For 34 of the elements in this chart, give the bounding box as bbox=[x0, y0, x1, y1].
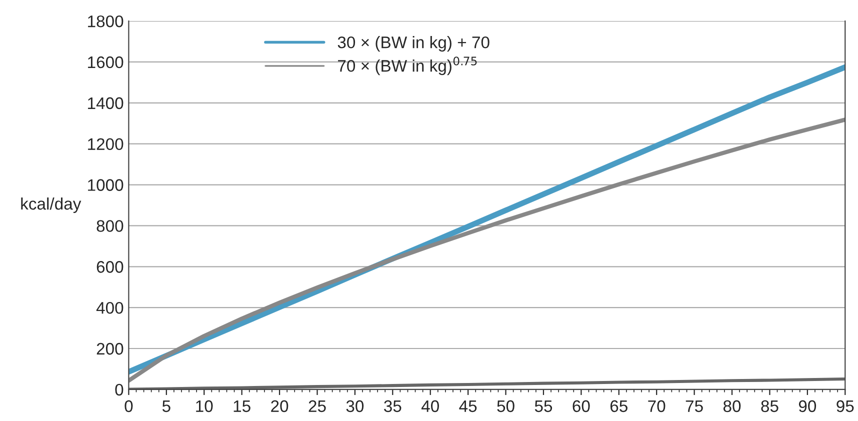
x-tick-label: 50 bbox=[497, 400, 514, 412]
x-tick-label: 5 bbox=[162, 400, 170, 412]
x-tick-label: 55 bbox=[534, 400, 552, 412]
y-tick-label: 200 bbox=[96, 342, 124, 355]
x-tick-label: 75 bbox=[686, 400, 703, 412]
y-tick-label: 0 bbox=[115, 384, 124, 396]
x-tick-label: 80 bbox=[723, 400, 741, 412]
y-tick-label: 1600 bbox=[88, 56, 124, 68]
x-tick-label: 65 bbox=[610, 400, 628, 412]
x-tick-label: 70 bbox=[648, 400, 666, 412]
y-tick-label: 1800 bbox=[88, 15, 124, 28]
x-tick-label: 35 bbox=[384, 400, 402, 412]
legend-label: 30 × (BW in kg) + 70 bbox=[338, 36, 490, 52]
y-tick-label: 400 bbox=[96, 302, 124, 314]
x-tick-label: 60 bbox=[572, 400, 590, 412]
y-tick-label: 1000 bbox=[88, 179, 124, 191]
x-tick-label: 40 bbox=[421, 400, 439, 412]
y-tick-label: 800 bbox=[96, 220, 124, 232]
x-tick-label: 15 bbox=[234, 400, 250, 412]
x-tick-label: 25 bbox=[308, 400, 326, 412]
y-axis-title: kcal/day bbox=[21, 197, 82, 214]
x-tick-label: 90 bbox=[798, 400, 816, 412]
x-tick-label: 85 bbox=[761, 400, 778, 412]
x-tick-label: 0 bbox=[124, 400, 133, 412]
x-tick-label: 20 bbox=[271, 400, 288, 412]
line-series bbox=[128, 118, 846, 383]
y-tick-label: 1400 bbox=[88, 97, 124, 110]
x-tick-label: 45 bbox=[459, 400, 477, 412]
x-tick-label: 10 bbox=[196, 400, 213, 412]
x-tick-label: 30 bbox=[346, 400, 364, 412]
y-tick-label: 600 bbox=[96, 261, 124, 273]
y-tick-label: 1200 bbox=[88, 138, 124, 150]
legend-label: 70 × (BW in kg)$^{0.75}$ bbox=[338, 56, 477, 76]
x-tick-label: 95 bbox=[836, 400, 854, 412]
